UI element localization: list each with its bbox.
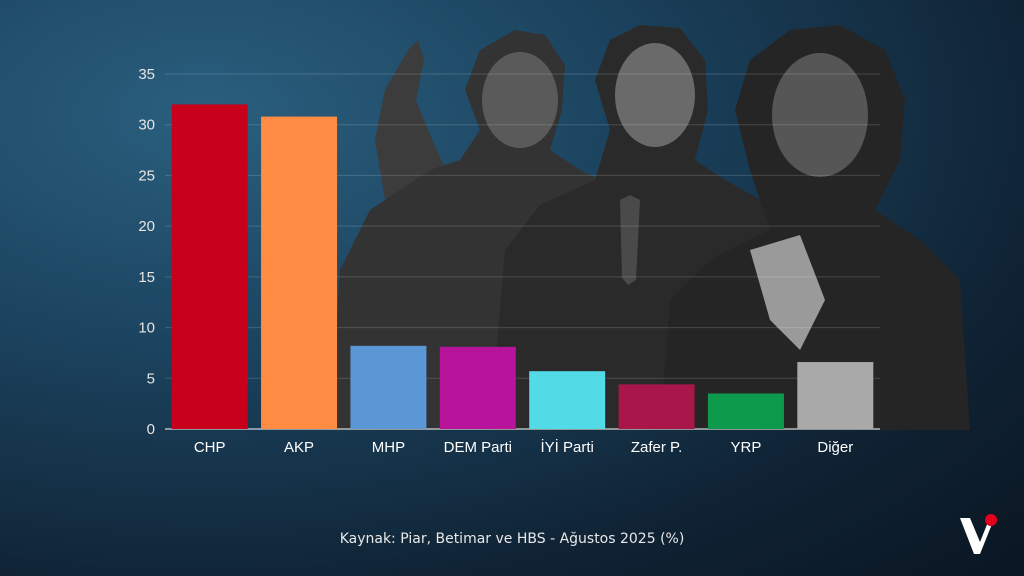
face-right — [772, 53, 868, 177]
x-category-label: Zafer P. — [631, 439, 682, 456]
x-category-label: YRP — [731, 439, 762, 456]
right-figure-silhouette — [660, 25, 970, 430]
bar-mhp — [350, 345, 427, 429]
y-tick-label: 35 — [138, 66, 155, 83]
x-category-label: İYİ Parti — [541, 438, 594, 456]
y-tick-label: 30 — [138, 117, 155, 134]
x-category-label: CHP — [194, 439, 226, 456]
y-tick-label: 20 — [138, 218, 155, 235]
bar-yrp — [707, 393, 784, 429]
y-tick-label: 5 — [147, 370, 155, 387]
y-tick-label: 15 — [138, 269, 155, 286]
shirt-collar-shape — [750, 235, 825, 350]
v-logo-icon — [960, 514, 997, 554]
bar-diğer — [797, 362, 874, 429]
x-axis: CHP AKP MHP DEM Parti İYİ Parti Zafer P. YRP Di… — [194, 438, 853, 456]
y-tick-label: 25 — [138, 167, 155, 184]
bar-dem-parti — [439, 346, 516, 429]
x-category-label: AKP — [284, 439, 314, 456]
x-category-label: Diğer — [817, 439, 853, 456]
source-caption: Kaynak: Piar, Betimar ve HBS - Ağustos 2… — [339, 531, 685, 547]
x-category-label: MHP — [372, 439, 405, 456]
y-tick-label: 10 — [138, 320, 155, 337]
bar-i-yi-parti — [529, 371, 606, 429]
bar-zafer-p- — [618, 384, 695, 429]
bars — [171, 104, 874, 429]
politicians-photo — [330, 25, 970, 430]
bar-akp — [261, 116, 338, 429]
tie-shape — [620, 195, 640, 285]
logo-dot — [985, 514, 997, 526]
bar-chp — [171, 104, 248, 429]
y-axis: 0 5 10 15 20 25 30 35 — [138, 66, 155, 438]
face-middle — [615, 43, 695, 147]
face-left — [482, 52, 558, 148]
x-category-label: DEM Parti — [444, 439, 512, 456]
y-tick-label: 0 — [147, 421, 155, 438]
